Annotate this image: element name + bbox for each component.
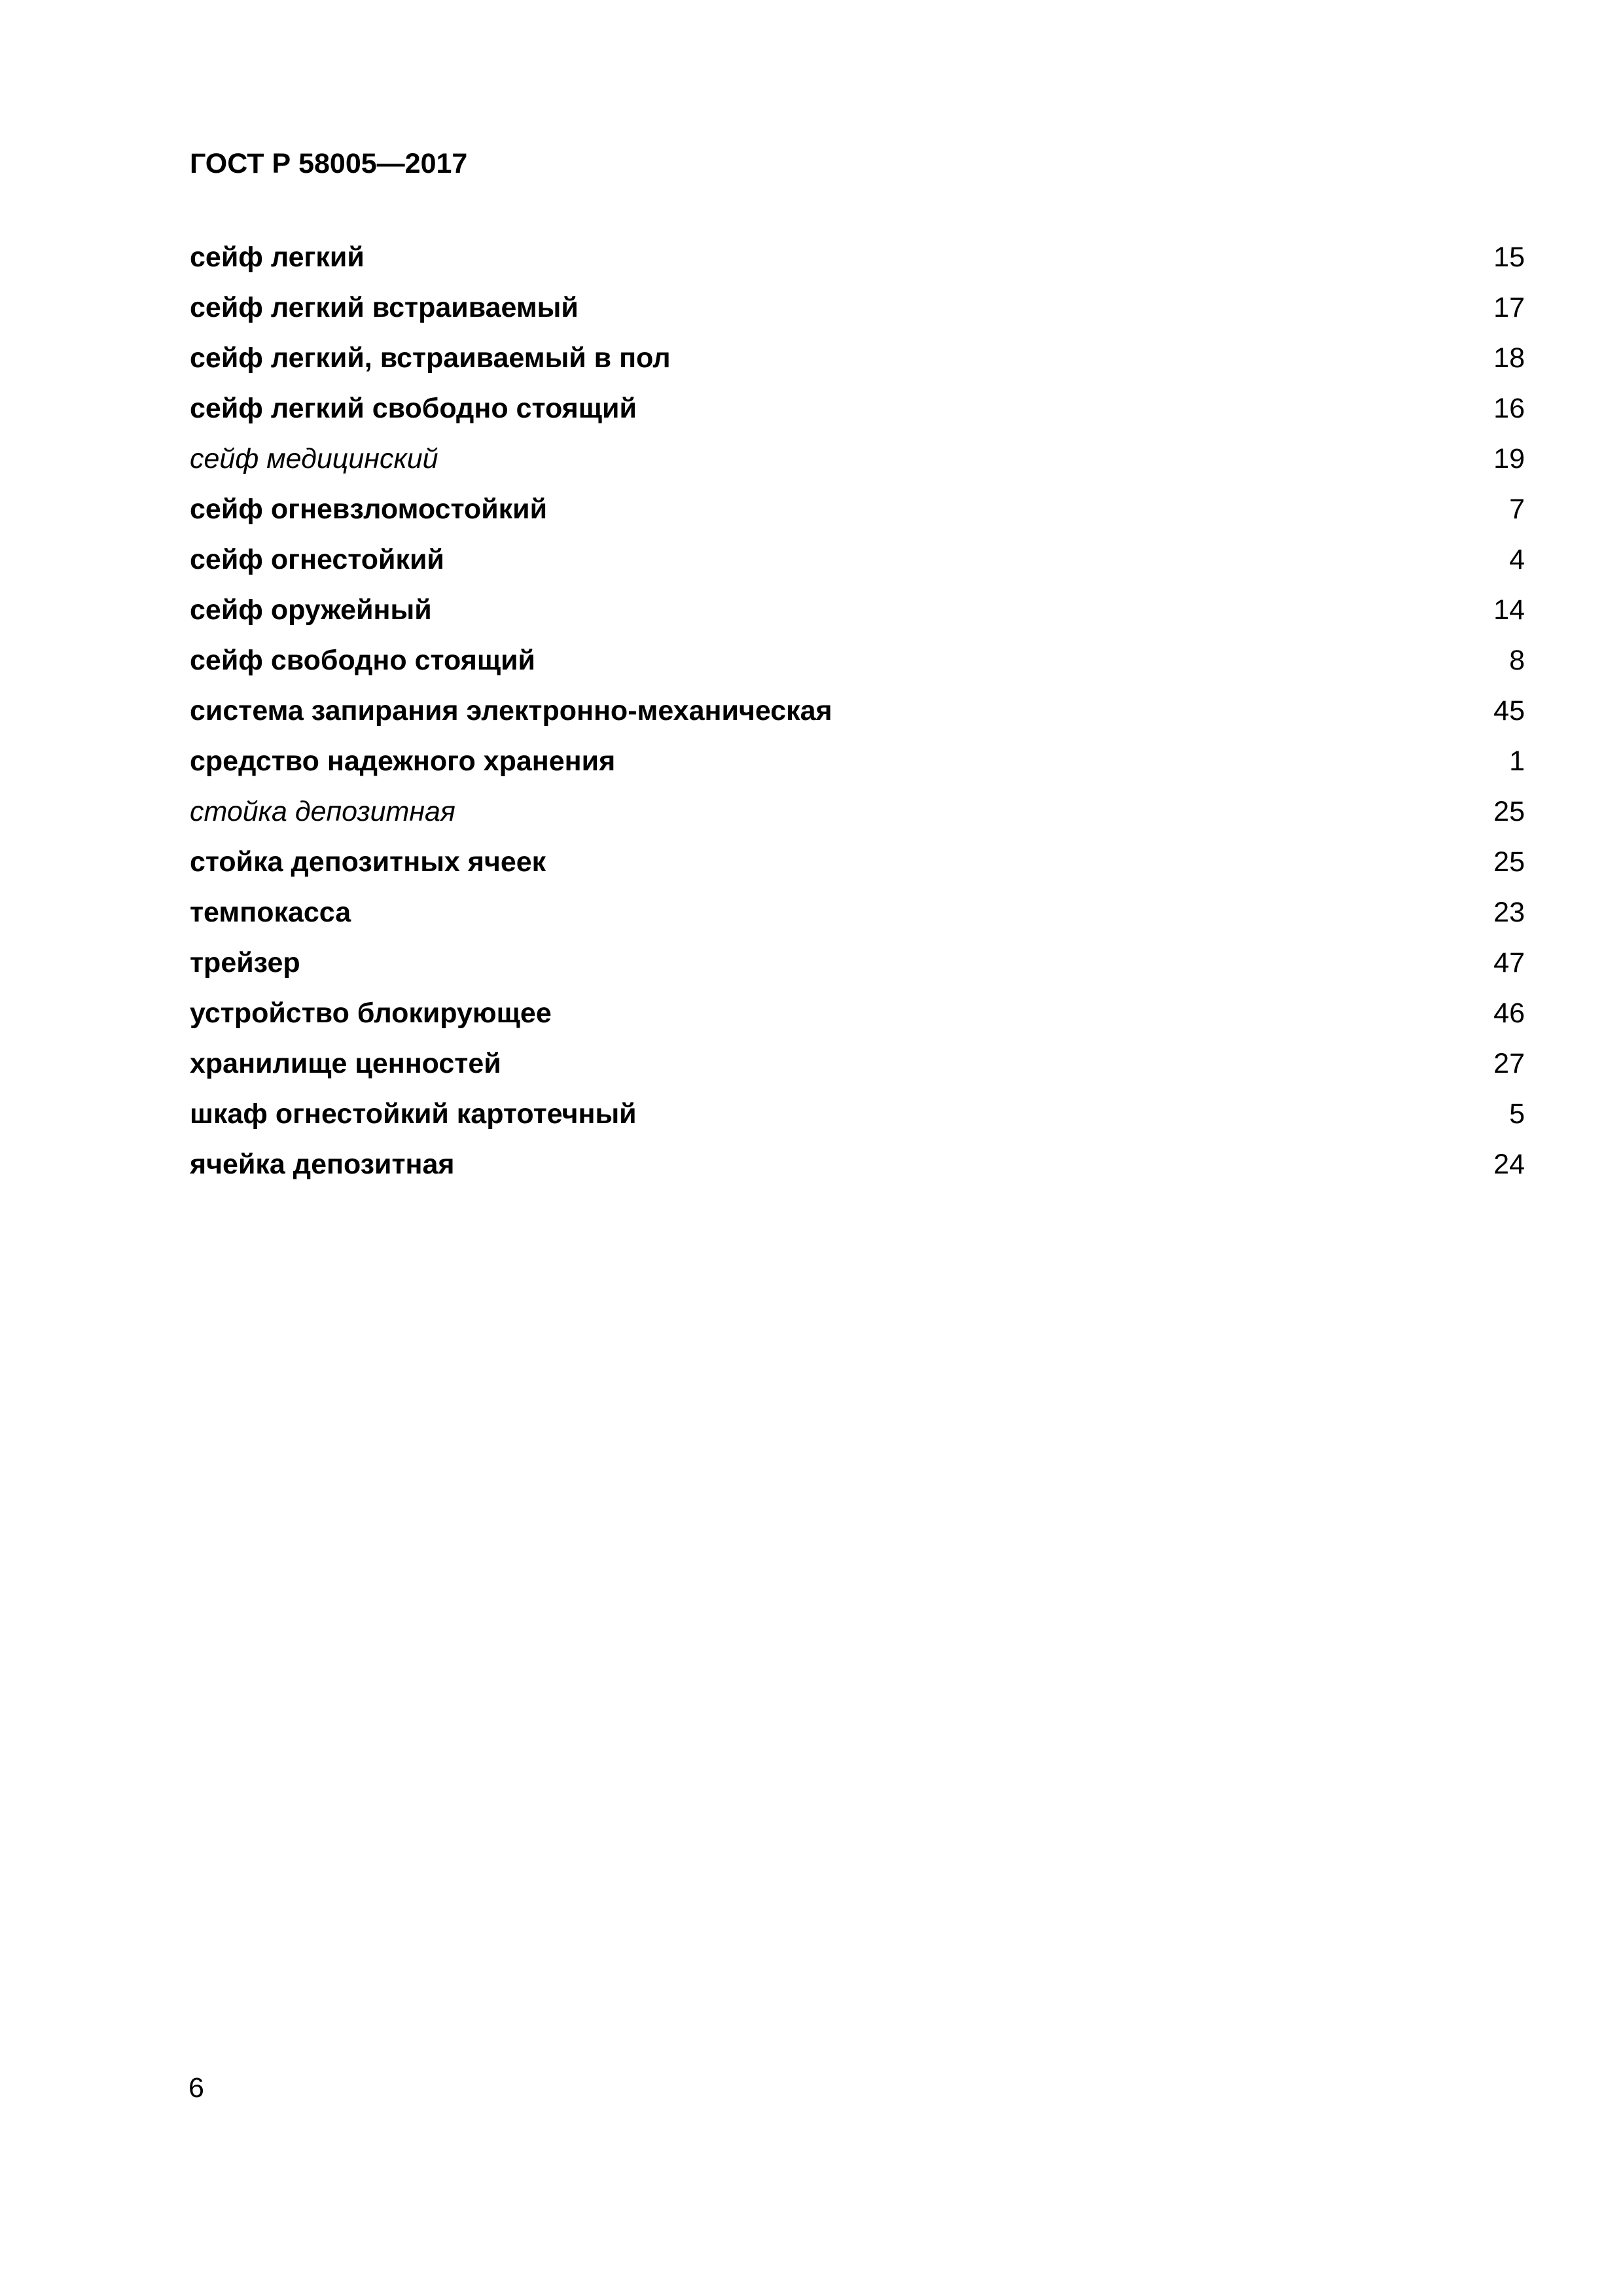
- index-term: стойка депозитных ячеек: [190, 846, 546, 878]
- index-page-number: 46: [1493, 997, 1525, 1029]
- index-entry: устройство блокирующее 46: [190, 988, 1525, 1039]
- index-entry: ячейка депозитная 24: [190, 1139, 1525, 1190]
- index-term: сейф оружейный: [190, 594, 432, 626]
- index-entry: стойка депозитная 25: [190, 787, 1525, 837]
- index-entry: хранилище ценностей 27: [190, 1039, 1525, 1089]
- index-page-number: 14: [1493, 594, 1525, 626]
- index-page-number: 17: [1493, 292, 1525, 323]
- index-page-number: 19: [1493, 443, 1525, 475]
- index-term: сейф легкий свободно стоящий: [190, 393, 637, 424]
- index-entry: сейф легкий, встраиваемый в пол 18: [190, 333, 1525, 384]
- index-entry: сейф легкий свободно стоящий 16: [190, 384, 1525, 434]
- index-term: трейзер: [190, 947, 300, 978]
- index-page-number: 7: [1509, 493, 1525, 525]
- index-entry: сейф свободно стоящий 8: [190, 636, 1525, 686]
- index-page-number: 47: [1493, 947, 1525, 978]
- index-entry: сейф медицинский 19: [190, 434, 1525, 484]
- index-term: хранилище ценностей: [190, 1048, 501, 1079]
- index-entry: сейф легкий встраиваемый 17: [190, 283, 1525, 333]
- index-list: сейф легкий 15 сейф легкий встраиваемый …: [190, 232, 1525, 1190]
- index-term: ячейка депозитная: [190, 1149, 455, 1180]
- index-page-number: 1: [1509, 745, 1525, 777]
- index-term: сейф легкий: [190, 242, 365, 273]
- index-term: устройство блокирующее: [190, 997, 552, 1029]
- index-page-number: 18: [1493, 342, 1525, 374]
- index-entry: сейф оружейный 14: [190, 585, 1525, 636]
- index-entry: трейзер 47: [190, 938, 1525, 988]
- index-entry: темпокасса 23: [190, 888, 1525, 938]
- index-entry: сейф огнестойкий 4: [190, 535, 1525, 585]
- index-term: средство надежного хранения: [190, 745, 616, 777]
- index-page-number: 4: [1509, 544, 1525, 575]
- index-page-number: 25: [1493, 796, 1525, 827]
- index-page-number: 8: [1509, 645, 1525, 676]
- index-entry: сейф огневзломостойкий 7: [190, 484, 1525, 535]
- index-entry: система запирания электронно-механическа…: [190, 686, 1525, 736]
- index-term: сейф огнестойкий: [190, 544, 444, 575]
- index-term: сейф легкий, встраиваемый в пол: [190, 342, 671, 374]
- index-page-number: 25: [1493, 846, 1525, 878]
- index-entry: средство надежного хранения 1: [190, 736, 1525, 787]
- index-term: сейф огневзломостойкий: [190, 493, 548, 525]
- index-term: сейф свободно стоящий: [190, 645, 535, 676]
- index-page-number: 16: [1493, 393, 1525, 424]
- index-term: темпокасса: [190, 897, 351, 928]
- page-number: 6: [188, 2072, 204, 2104]
- index-page-number: 45: [1493, 695, 1525, 726]
- document-header: ГОСТ Р 58005—2017: [190, 148, 468, 179]
- index-page-number: 15: [1493, 242, 1525, 273]
- index-term: стойка депозитная: [190, 796, 455, 827]
- index-entry: стойка депозитных ячеек 25: [190, 837, 1525, 888]
- index-term: сейф медицинский: [190, 443, 438, 475]
- index-entry: шкаф огнестойкий картотечный 5: [190, 1089, 1525, 1139]
- index-term: система запирания электронно-механическа…: [190, 695, 832, 726]
- index-term: сейф легкий встраиваемый: [190, 292, 579, 323]
- index-page-number: 5: [1509, 1098, 1525, 1130]
- index-entry: сейф легкий 15: [190, 232, 1525, 283]
- index-page-number: 24: [1493, 1149, 1525, 1180]
- index-term: шкаф огнестойкий картотечный: [190, 1098, 637, 1130]
- index-page-number: 23: [1493, 897, 1525, 928]
- index-page-number: 27: [1493, 1048, 1525, 1079]
